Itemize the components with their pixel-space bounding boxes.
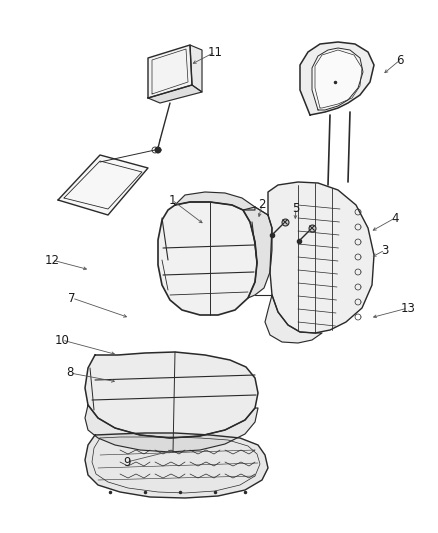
Text: 12: 12 — [45, 254, 60, 266]
Text: 2: 2 — [258, 198, 266, 212]
Polygon shape — [175, 192, 255, 210]
Polygon shape — [85, 433, 268, 498]
Text: 8: 8 — [66, 367, 74, 379]
Polygon shape — [58, 155, 148, 215]
Polygon shape — [268, 182, 374, 333]
Polygon shape — [265, 295, 322, 343]
Text: 5: 5 — [292, 201, 300, 214]
Polygon shape — [155, 148, 160, 152]
Text: 10: 10 — [55, 334, 70, 346]
Text: 13: 13 — [401, 302, 415, 314]
Polygon shape — [312, 48, 363, 110]
Polygon shape — [190, 45, 202, 92]
Polygon shape — [85, 405, 258, 452]
Polygon shape — [243, 207, 272, 298]
Text: 4: 4 — [391, 212, 399, 224]
Polygon shape — [300, 42, 374, 115]
Text: 7: 7 — [68, 292, 76, 304]
Text: 11: 11 — [208, 45, 223, 59]
Text: 3: 3 — [381, 244, 389, 256]
Polygon shape — [315, 50, 362, 108]
Polygon shape — [148, 85, 202, 103]
Text: 1: 1 — [168, 193, 176, 206]
Text: 6: 6 — [396, 53, 404, 67]
Text: 9: 9 — [123, 456, 131, 469]
Polygon shape — [158, 202, 257, 315]
Polygon shape — [85, 352, 258, 438]
Polygon shape — [148, 45, 192, 98]
